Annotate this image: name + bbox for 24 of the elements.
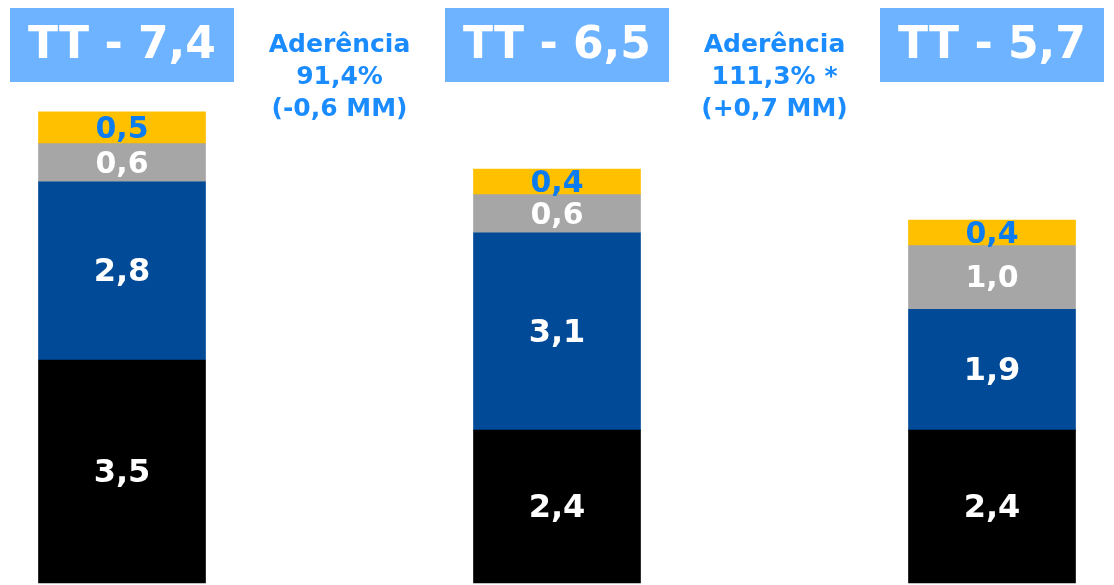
- x-tick-label: TT - 6,5: [463, 17, 651, 69]
- annotation: Aderência 111,3% * (+0,7 MM): [701, 28, 848, 122]
- data-label: 2,4: [528, 486, 586, 525]
- bar: [473, 194, 641, 234]
- x-tick-label: TT - 7,4: [28, 17, 216, 69]
- bar: [473, 232, 641, 431]
- data-label: 1,9: [963, 350, 1021, 389]
- bar: [908, 429, 1076, 584]
- bar: [38, 143, 206, 183]
- bar: [908, 245, 1076, 310]
- data-label: 2,4: [963, 486, 1021, 525]
- bar: [38, 181, 206, 361]
- annotation: Aderência 91,4% (-0,6 MM): [268, 28, 411, 122]
- data-label: 3,1: [528, 311, 586, 350]
- data-label: 2,8: [93, 251, 151, 290]
- data-label: 0,6: [95, 144, 149, 180]
- data-label: 3,5: [93, 451, 151, 490]
- bar: [473, 429, 641, 584]
- bar: [908, 308, 1076, 431]
- x-tick-label: TT - 5,7: [898, 17, 1086, 69]
- bar: [38, 359, 206, 584]
- data-label: 0,4: [965, 214, 1019, 250]
- data-label: 1,0: [965, 259, 1019, 295]
- data-label: 0,5: [95, 109, 149, 145]
